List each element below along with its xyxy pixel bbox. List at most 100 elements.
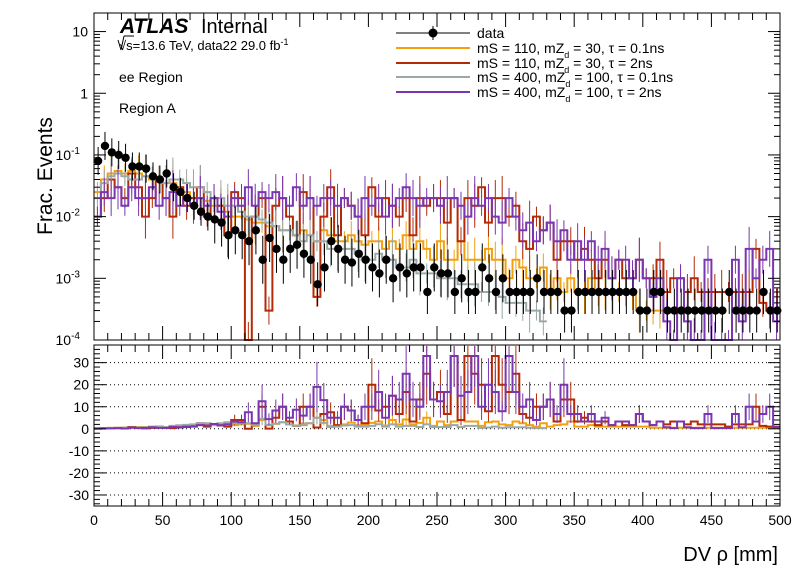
data-point <box>402 269 412 278</box>
energy-lumi-label: √s=13.6 TeV, data22 29.0 fb-1 <box>119 37 288 53</box>
data-point <box>183 193 192 203</box>
data-point <box>196 207 206 216</box>
data-point <box>690 306 700 315</box>
x-tick-label: 400 <box>631 512 655 528</box>
x-tick-label: 150 <box>288 512 312 528</box>
data-point <box>725 287 734 297</box>
data-point <box>382 255 391 264</box>
legend-label-sig1: mS = 110, mZd = 30, τ = 0.1ns <box>477 40 664 60</box>
sqrt-rising-stroke <box>120 35 125 51</box>
main-y-tick-label: 1 <box>80 85 88 101</box>
data-point <box>745 306 755 315</box>
data-point <box>347 258 357 267</box>
data-point <box>766 306 775 315</box>
data-point <box>313 280 322 289</box>
x-axis: 0 50 100 150 200 250 300 350 400 450 500 <box>90 13 792 528</box>
data-point <box>340 255 350 264</box>
data-point <box>574 287 583 297</box>
data-point <box>128 162 137 171</box>
x-tick-label: 500 <box>768 512 792 528</box>
data-point <box>176 187 185 197</box>
data-point <box>327 236 336 246</box>
data-point <box>491 287 501 297</box>
main-y-tick-base: 10 <box>56 147 72 163</box>
data-point <box>567 306 576 315</box>
main-y-tick-exponent: -4 <box>71 331 80 342</box>
data-point <box>718 306 727 315</box>
data-point <box>498 274 508 283</box>
data-point <box>539 287 549 297</box>
data-point <box>162 169 171 178</box>
x-tick-label: 100 <box>220 512 244 528</box>
data-point <box>334 244 343 254</box>
data-point <box>628 287 638 297</box>
data-point <box>656 287 665 297</box>
ratio-y-tick-label: 30 <box>73 355 89 371</box>
main-y-tick-label: 10-4 <box>56 331 81 348</box>
data-point <box>711 306 720 315</box>
data-point <box>478 263 487 272</box>
data-point <box>210 215 219 224</box>
data-point <box>512 287 521 297</box>
ratio-y-tick-label: 20 <box>73 377 89 393</box>
ratio-panel-series <box>94 346 780 430</box>
data-point <box>231 226 240 235</box>
data-point <box>361 255 370 264</box>
ratio-step-line-3 <box>94 416 547 430</box>
data-point <box>395 263 405 272</box>
main-y-tick-exponent: -1 <box>71 146 80 157</box>
main-y-tick-label: 10-1 <box>56 146 81 163</box>
ratio-series-4 <box>94 346 780 430</box>
legend-label-sig4: mS = 400, mZd = 100, τ = 2ns <box>477 84 661 104</box>
data-point <box>169 182 178 192</box>
data-point <box>731 306 741 315</box>
main-y-tick-label: 10-2 <box>56 208 81 225</box>
data-point <box>409 263 418 272</box>
main-y-tick-exponent: -3 <box>71 269 80 280</box>
data-point <box>484 274 494 283</box>
data-point <box>450 287 460 297</box>
data-point <box>642 306 652 315</box>
data-point <box>560 306 569 315</box>
data-point <box>217 218 226 227</box>
data-point <box>505 287 514 297</box>
data-point <box>244 236 254 246</box>
data-point <box>594 287 604 297</box>
data-point <box>436 269 446 278</box>
main-y-tick-label: 10 <box>72 24 88 40</box>
data-point <box>100 141 110 151</box>
data-point <box>258 255 267 264</box>
x-tick-label: 300 <box>494 512 518 528</box>
legend: data mS = 110, mZd = 30, τ = 0.1ns mS = … <box>396 25 673 104</box>
data-point <box>148 172 158 181</box>
data-point <box>203 212 213 221</box>
main-y-tick-base: 10 <box>56 332 72 348</box>
main-panel-data-points <box>93 131 782 333</box>
data-point <box>635 306 645 315</box>
main-series-4 <box>94 165 780 341</box>
x-tick-label: 350 <box>563 512 587 528</box>
data-point <box>601 287 610 297</box>
data-point <box>677 306 686 315</box>
main-y-tick-base: 10 <box>56 209 72 225</box>
data-point <box>532 274 542 283</box>
data-point <box>752 306 761 315</box>
data-point <box>306 255 315 264</box>
data-point <box>663 306 672 315</box>
data-point <box>272 244 281 254</box>
main-y-tick-label: 10-3 <box>56 269 81 286</box>
legend-label-sig2: mS = 110, mZd = 30, τ = 2ns <box>477 55 653 75</box>
ratio-step-line-4 <box>94 355 780 430</box>
data-point <box>285 244 295 254</box>
data-point <box>443 269 453 278</box>
x-tick-label: 50 <box>155 512 171 528</box>
data-point <box>354 249 363 258</box>
main-y-tick-base: 10 <box>56 270 72 286</box>
data-point <box>519 287 528 297</box>
legend-label-data: data <box>477 25 504 41</box>
data-point <box>587 287 597 297</box>
data-point <box>107 148 117 157</box>
data-point <box>155 175 165 184</box>
